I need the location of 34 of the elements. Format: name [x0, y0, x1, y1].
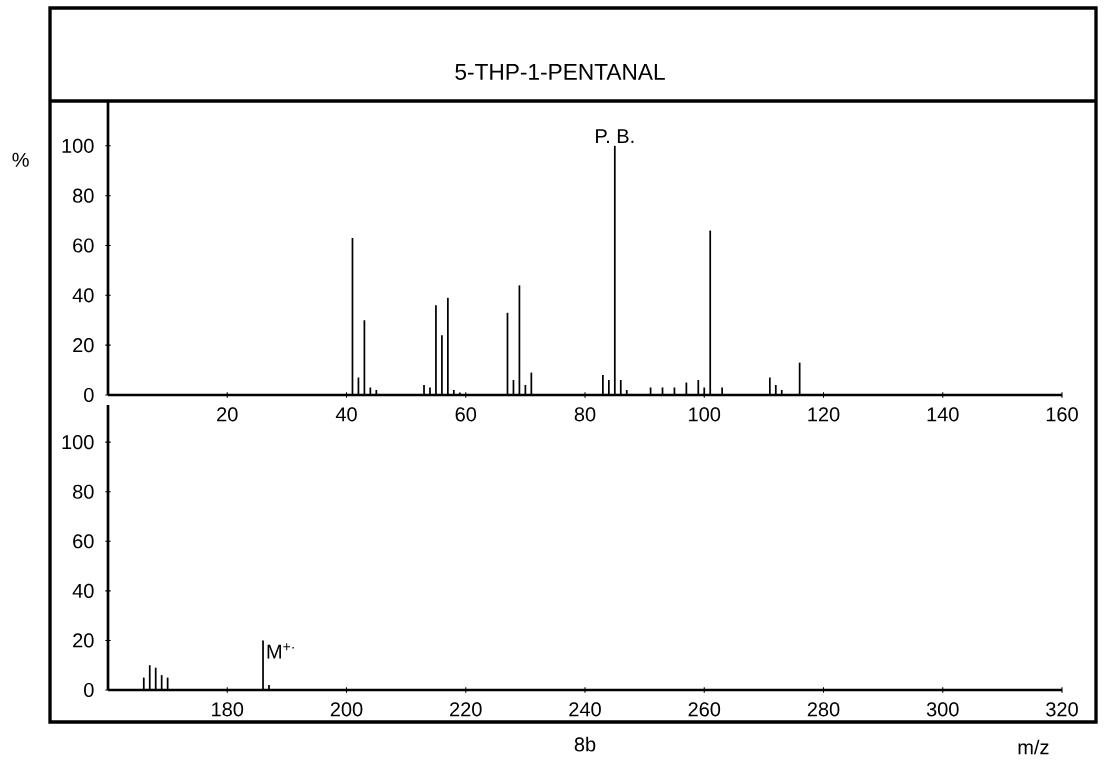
- x-tick-label: 220: [450, 702, 482, 717]
- text: 8b: [574, 736, 596, 752]
- annotation: P. B.: [596, 129, 634, 143]
- x-tick-label: 260: [688, 702, 721, 717]
- chart-title: 5-THP-1-PENTANAL: [455, 64, 665, 80]
- x-tick-label: 300: [926, 702, 959, 717]
- y-tick-label: 60: [73, 534, 94, 549]
- y-tick-label: 40: [72, 583, 94, 598]
- y-tick-label: 40: [72, 288, 94, 303]
- x-tick-label: 280: [807, 702, 840, 717]
- y-tick-label: 100: [62, 138, 94, 153]
- y-axis-title: %: [12, 152, 29, 167]
- x-tick-label: 100: [689, 407, 721, 422]
- x-tick-label: 180: [212, 702, 244, 717]
- y-tick-label: 80: [73, 484, 94, 499]
- y-tick-label: 20: [73, 633, 94, 648]
- x-tick-label: 80: [574, 407, 596, 422]
- y-tick-label: 60: [73, 238, 94, 253]
- x-tick-label: 200: [330, 702, 363, 717]
- x-tick-label: 120: [808, 407, 840, 422]
- x-tick-label: 20: [217, 407, 238, 422]
- y-tick-label: 0: [84, 387, 94, 403]
- y-tick-label: 0: [84, 682, 94, 698]
- y-tick-label: 80: [73, 188, 94, 203]
- x-tick-label: 40: [335, 407, 357, 422]
- x-tick-label: 160: [1046, 407, 1078, 422]
- x-tick-label: 240: [569, 702, 601, 717]
- y-tick-label: 100: [62, 435, 94, 450]
- x-tick-label: 60: [455, 407, 477, 422]
- y-tick-label: 20: [73, 338, 94, 353]
- annotation: M$^{+·}$: [267, 643, 294, 659]
- x-axis-title: m/z: [1018, 739, 1049, 755]
- x-tick-label: 140: [927, 407, 959, 422]
- x-tick-label: 320: [1046, 702, 1078, 717]
